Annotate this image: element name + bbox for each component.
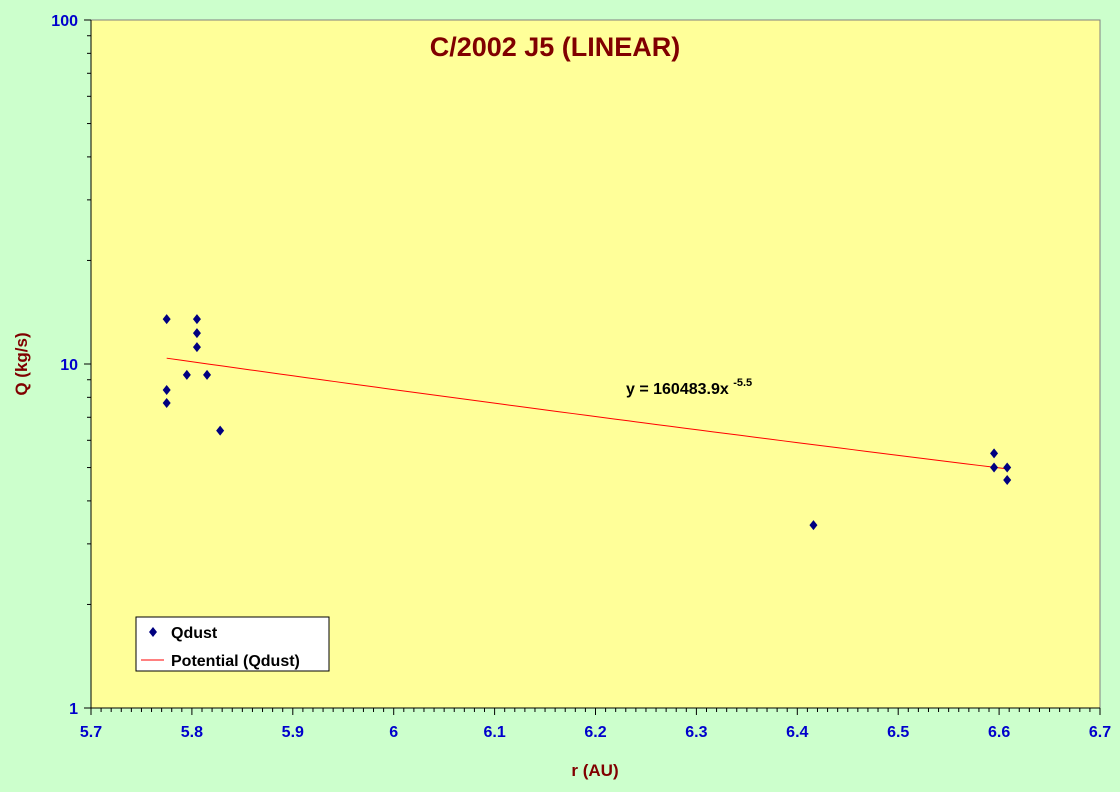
data-point	[809, 520, 818, 531]
trendline-group	[166, 357, 1008, 470]
x-tick-label: 6.4	[786, 724, 808, 741]
x-axis-title: r (AU)	[571, 761, 618, 780]
data-point	[203, 369, 212, 380]
y-axis	[84, 19, 92, 709]
x-tick-labels: 5.7 5.8 5.9 6 6.1 6.2 6.3 6.4 6.5 6.6 6.7	[80, 724, 1111, 741]
equation-exponent: -5.5	[733, 377, 752, 389]
x-tick-label: 6.1	[483, 724, 505, 741]
data-point	[990, 462, 999, 473]
x-tick-label: 6	[389, 724, 398, 741]
y-tick-label: 100	[51, 13, 78, 30]
y-axis-title: Q (kg/s)	[12, 332, 31, 395]
data-point	[162, 398, 171, 409]
legend-label-qdust: Qdust	[171, 625, 218, 642]
x-tick-label: 6.6	[988, 724, 1010, 741]
data-point	[162, 385, 171, 396]
trendline-equation: y = 160483.9x -5.5	[626, 377, 752, 398]
data-point	[990, 448, 999, 459]
data-point	[162, 314, 171, 325]
x-tick-label: 5.8	[181, 724, 203, 741]
chart-title: C/2002 J5 (LINEAR)	[430, 32, 681, 62]
y-tick-label: 10	[60, 357, 78, 374]
plot-area	[90, 19, 1101, 709]
trendline	[166, 357, 1008, 470]
legend: Qdust Potential (Qdust)	[135, 616, 330, 672]
legend-marker-diamond	[149, 627, 157, 637]
data-point	[182, 369, 191, 380]
x-tick-label: 5.9	[282, 724, 304, 741]
data-point	[1003, 475, 1012, 486]
data-point	[192, 342, 201, 353]
data-points-group	[162, 314, 1012, 531]
x-tick-label: 6.5	[887, 724, 909, 741]
legend-box	[135, 616, 330, 672]
y-tick-label: 1	[69, 701, 78, 718]
x-tick-label: 6.3	[685, 724, 707, 741]
data-point	[192, 328, 201, 339]
x-tick-label: 5.7	[80, 724, 102, 741]
x-tick-label: 6.2	[584, 724, 606, 741]
equation-base: y = 160483.9x	[626, 381, 729, 398]
y-tick-labels: 1 10 100	[51, 13, 78, 718]
data-point	[192, 314, 201, 325]
data-point	[216, 425, 225, 436]
data-point	[1003, 462, 1012, 473]
legend-label-trendline: Potential (Qdust)	[171, 653, 300, 670]
x-tick-label: 6.7	[1089, 724, 1111, 741]
x-axis	[90, 707, 1101, 715]
